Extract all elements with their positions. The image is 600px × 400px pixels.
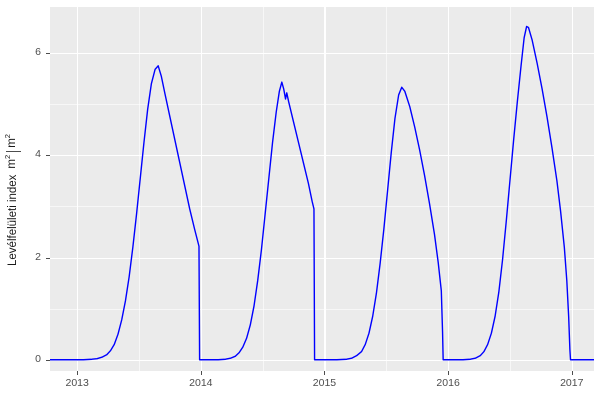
y-axis-unit-denominator: m2 [3, 134, 19, 148]
x-tick-label: 2013 [65, 377, 89, 389]
gridline-minor-vertical [509, 7, 511, 371]
x-tick-mark [448, 371, 450, 375]
gridline-minor-horizontal [50, 206, 594, 208]
y-tick-label: 2 [35, 250, 41, 263]
gridline-major-horizontal [50, 155, 594, 157]
gridline-major-vertical [571, 7, 573, 371]
y-tick-mark [46, 155, 50, 157]
x-tick-mark [324, 371, 326, 375]
gridline-minor-horizontal [50, 104, 594, 106]
gridline-minor-horizontal [50, 308, 594, 310]
gridline-major-vertical [77, 7, 79, 371]
y-axis-title: Levélfelületi index m2 m2 [0, 0, 26, 400]
y-tick-mark [46, 53, 50, 54]
y-tick-label: 0 [35, 352, 41, 365]
gridline-minor-vertical [386, 7, 388, 371]
y-tick-mark [46, 359, 50, 361]
y-tick-label: 4 [35, 148, 41, 161]
gridline-major-horizontal [50, 53, 594, 55]
gridline-major-horizontal [50, 257, 594, 259]
x-tick-label: 2015 [312, 377, 337, 389]
plot-panel [50, 7, 594, 371]
x-tick-label: 2014 [189, 377, 213, 389]
x-tick-mark [200, 371, 202, 375]
x-tick-label: 2016 [436, 377, 460, 389]
gridline-minor-vertical [262, 7, 264, 371]
gridline-major-vertical [324, 7, 326, 371]
y-tick-mark [46, 257, 50, 259]
gridline-major-vertical [448, 7, 450, 371]
x-tick-label: 2017 [560, 377, 584, 389]
series-layer [50, 25, 594, 361]
y-tick-label: 6 [35, 46, 41, 58]
x-tick-mark [571, 371, 573, 375]
x-tick-mark [77, 371, 79, 375]
series-line-0 [50, 25, 594, 361]
gridline-major-vertical [200, 7, 202, 371]
